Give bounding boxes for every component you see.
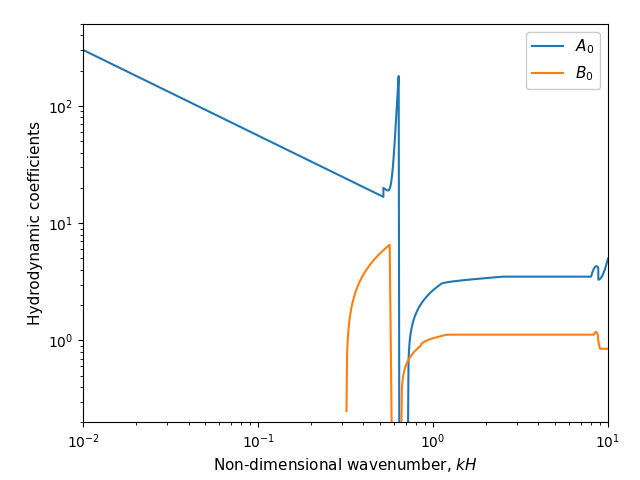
Line: $B_0$: $B_0$ (346, 245, 608, 480)
$B_0$ (386, 242, 394, 248)
$A_0$ (401, 455, 408, 461)
$B_0$ (342, 408, 350, 414)
$B_0$ (397, 455, 404, 461)
$B_0$ (396, 455, 404, 461)
$B_0$ (604, 346, 612, 352)
$A_0$ (223, 118, 230, 123)
$A_0$ (451, 278, 459, 284)
$B_0$ (348, 302, 356, 308)
$B_0$ (591, 331, 598, 336)
Line: $A_0$: $A_0$ (83, 50, 608, 480)
$B_0$ (384, 243, 392, 249)
Y-axis label: Hydrodynamic coefficients: Hydrodynamic coefficients (28, 121, 43, 325)
X-axis label: Non-dimensional wavenumber, $kH$: Non-dimensional wavenumber, $kH$ (213, 456, 478, 474)
$B_0$ (591, 330, 598, 336)
$A_0$ (328, 169, 336, 175)
$A_0$ (79, 47, 87, 53)
$A_0$ (385, 187, 393, 192)
Legend: $A_0$, $B_0$: $A_0$, $B_0$ (526, 32, 600, 89)
$A_0$ (604, 256, 612, 262)
